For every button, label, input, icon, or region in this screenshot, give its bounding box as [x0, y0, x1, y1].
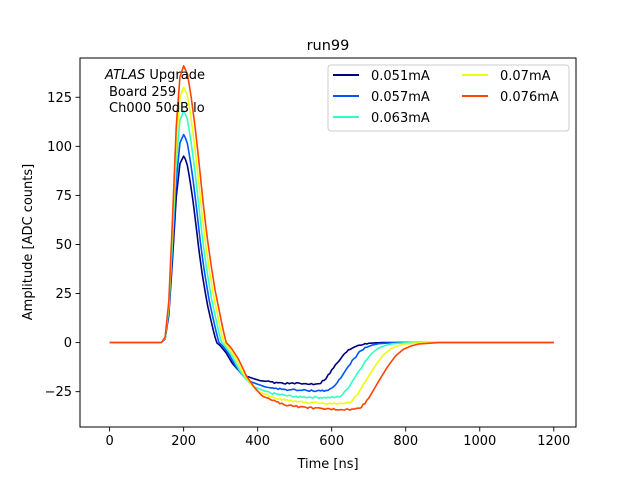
chart-title: run99 — [307, 38, 350, 54]
y-tick-label: 0 — [64, 336, 72, 351]
x-tick-label: 400 — [245, 434, 270, 449]
series-group — [109, 65, 554, 411]
x-tick-label: 1200 — [537, 434, 570, 449]
y-axis: −25 0 25 50 75 100 125 — [45, 91, 80, 400]
y-tick-label: −25 — [45, 385, 72, 400]
x-tick-label: 800 — [393, 434, 418, 449]
legend-label: 0.057mA — [371, 90, 430, 105]
legend-label: 0.051mA — [371, 69, 430, 84]
annotation-atlas: ATLAS — [104, 68, 145, 83]
series-line — [109, 65, 554, 411]
x-tick-label: 200 — [171, 434, 196, 449]
annotation-line-1: ATLAS Upgrade — [104, 68, 205, 83]
y-tick-label: 75 — [55, 189, 72, 204]
plot-frame — [79, 57, 577, 428]
x-tick-label: 1000 — [463, 434, 496, 449]
x-tick-label: 600 — [319, 434, 344, 449]
y-tick-label: 100 — [47, 140, 72, 155]
legend-label: 0.063mA — [371, 111, 430, 126]
y-axis-label: Amplitude [ADC counts] — [21, 164, 36, 320]
annotation-upgrade: Upgrade — [145, 68, 205, 83]
annotation-line-3: Ch000 50dB lo — [109, 101, 205, 116]
y-tick-label: 25 — [55, 287, 72, 302]
legend-frame — [327, 64, 570, 132]
x-tick-label: 0 — [105, 434, 113, 449]
y-tick-label: 125 — [47, 91, 72, 106]
legend-label: 0.076mA — [500, 90, 559, 105]
x-axis: 0 200 400 600 800 1000 1200 — [105, 427, 570, 449]
legend: 0.051mA 0.057mA 0.063mA 0.07mA 0.076mA — [327, 64, 570, 132]
annotation-line-2: Board 259 — [109, 85, 176, 100]
legend-label: 0.07mA — [500, 69, 551, 84]
x-axis-label: Time [ns] — [296, 457, 358, 472]
y-tick-label: 50 — [55, 238, 72, 253]
